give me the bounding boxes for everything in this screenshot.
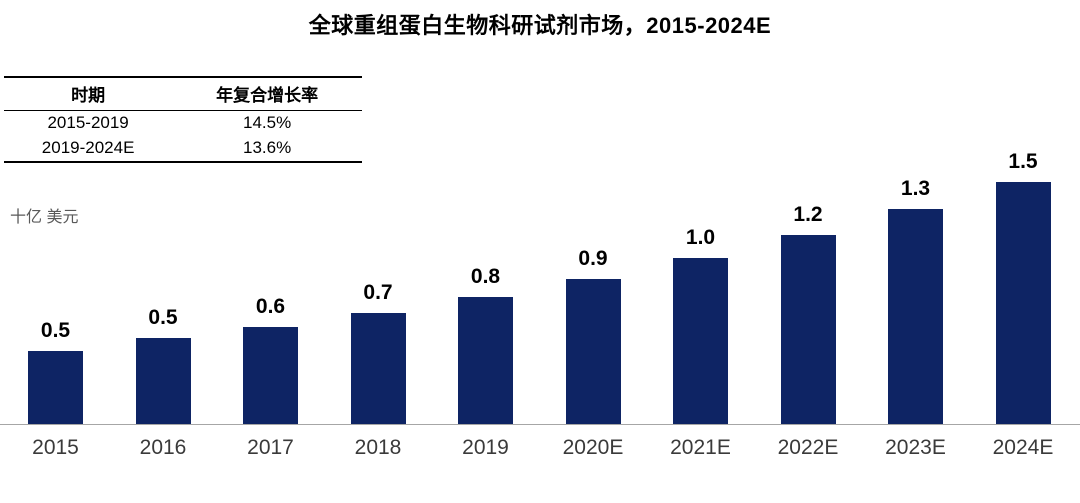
x-axis-label: 2016 — [139, 436, 187, 459]
x-axis-line — [0, 424, 1080, 425]
bar-value-label: 0.5 — [148, 306, 178, 329]
bar-value-label: 1.2 — [793, 203, 823, 226]
bar — [458, 297, 513, 424]
cagr-cell: 13.6% — [172, 136, 362, 163]
chart-title: 全球重组蛋白生物科研试剂市场，2015-2024E — [308, 13, 772, 38]
bar-value-label: 0.6 — [255, 295, 286, 318]
x-axis-label: 2019 — [462, 436, 509, 459]
bar — [243, 327, 298, 424]
bar — [28, 351, 83, 424]
bar-value-label: 0.5 — [40, 319, 71, 342]
table-row: 2019-2024E 13.6% — [4, 136, 362, 163]
x-axis-label: 2017 — [247, 436, 294, 459]
bar-value-label: 0.9 — [578, 247, 608, 270]
x-axis-label: 2023E — [885, 436, 946, 459]
x-axis-label: 2024E — [992, 436, 1054, 459]
bar — [780, 235, 836, 424]
bar — [135, 338, 191, 424]
x-axis-label: 2018 — [354, 436, 402, 459]
bar-value-label: 1.5 — [1008, 150, 1038, 173]
period-cell: 2019-2024E — [4, 136, 173, 163]
x-axis-label: 2021E — [670, 436, 731, 459]
x-axis-labels: 2015 2016 2017 2018 2019 2020E 2021E 2022E 2023E… — [0, 436, 1080, 464]
bar-value-label: 1.0 — [685, 226, 716, 249]
cagr-table-header-cagr: 年复合增长率 — [172, 76, 362, 111]
bar — [565, 279, 621, 424]
bar — [673, 258, 728, 424]
bar — [888, 209, 943, 424]
x-axis-label: 2015 — [32, 436, 79, 459]
plot-area: 0.5 0.5 0.6 0.7 0.8 0.9 1.0 1.2 1.3 1.5 — [28, 150, 1051, 424]
bar — [995, 182, 1051, 424]
bar-value-label: 1.3 — [900, 177, 931, 200]
cagr-table: 时期 年复合增长率 2015-2019 14.5% 2019-2024E 13.… — [4, 76, 362, 163]
x-axis-label: 2020E — [562, 436, 624, 459]
table-row: 2015-2019 14.5% — [4, 111, 362, 137]
bar-value-label: 0.8 — [470, 265, 501, 288]
cagr-cell: 14.5% — [243, 113, 292, 132]
x-axis-label: 2022E — [777, 436, 839, 459]
bar-value-label: 0.7 — [363, 281, 393, 304]
bar — [350, 313, 406, 424]
cagr-table-header-period: 时期 — [4, 76, 173, 111]
period-cell: 2015-2019 — [47, 113, 129, 132]
y-axis-unit-label: 十亿 美元 — [10, 209, 79, 226]
cagr-table-header-row: 时期 年复合增长率 — [4, 76, 362, 111]
